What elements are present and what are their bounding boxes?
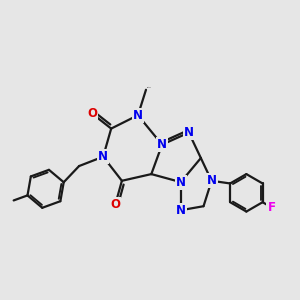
Text: N: N	[184, 126, 194, 139]
Text: N: N	[98, 150, 108, 163]
Text: N: N	[207, 174, 217, 187]
Text: methyl: methyl	[147, 87, 152, 88]
Text: O: O	[110, 198, 120, 212]
Text: N: N	[176, 204, 186, 217]
Text: N: N	[157, 138, 167, 151]
Text: N: N	[133, 109, 143, 122]
Text: F: F	[267, 201, 275, 214]
Text: O: O	[87, 107, 98, 120]
Text: N: N	[176, 176, 186, 189]
